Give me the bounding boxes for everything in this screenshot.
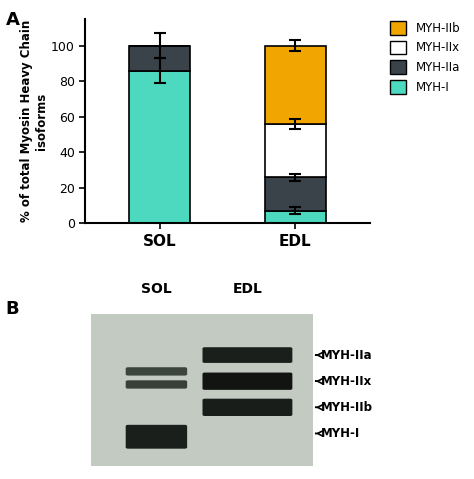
Text: EDL: EDL	[232, 282, 263, 296]
Bar	[265, 124, 326, 177]
Bar	[91, 314, 313, 466]
Bar	[265, 211, 326, 223]
FancyBboxPatch shape	[126, 380, 187, 388]
Text: B: B	[6, 299, 19, 318]
Bar	[265, 46, 326, 124]
Bar	[129, 46, 190, 71]
Text: MYH-I: MYH-I	[316, 427, 361, 440]
Bar	[129, 71, 190, 223]
FancyBboxPatch shape	[126, 367, 187, 376]
Text: MYH-IIa: MYH-IIa	[316, 349, 373, 362]
Y-axis label: % of total Myosin Heavy Chain
isoforms: % of total Myosin Heavy Chain isoforms	[20, 20, 48, 222]
Text: A: A	[6, 11, 19, 29]
Bar	[265, 177, 326, 211]
Legend: MYH-IIb, MYH-IIx, MYH-IIa, MYH-I: MYH-IIb, MYH-IIx, MYH-IIa, MYH-I	[390, 21, 460, 94]
FancyBboxPatch shape	[202, 373, 292, 390]
Text: MYH-IIx: MYH-IIx	[316, 375, 373, 388]
FancyBboxPatch shape	[126, 425, 187, 449]
Text: SOL: SOL	[141, 282, 172, 296]
FancyBboxPatch shape	[202, 399, 292, 416]
Text: MYH-IIb: MYH-IIb	[316, 401, 374, 414]
FancyBboxPatch shape	[202, 347, 292, 363]
